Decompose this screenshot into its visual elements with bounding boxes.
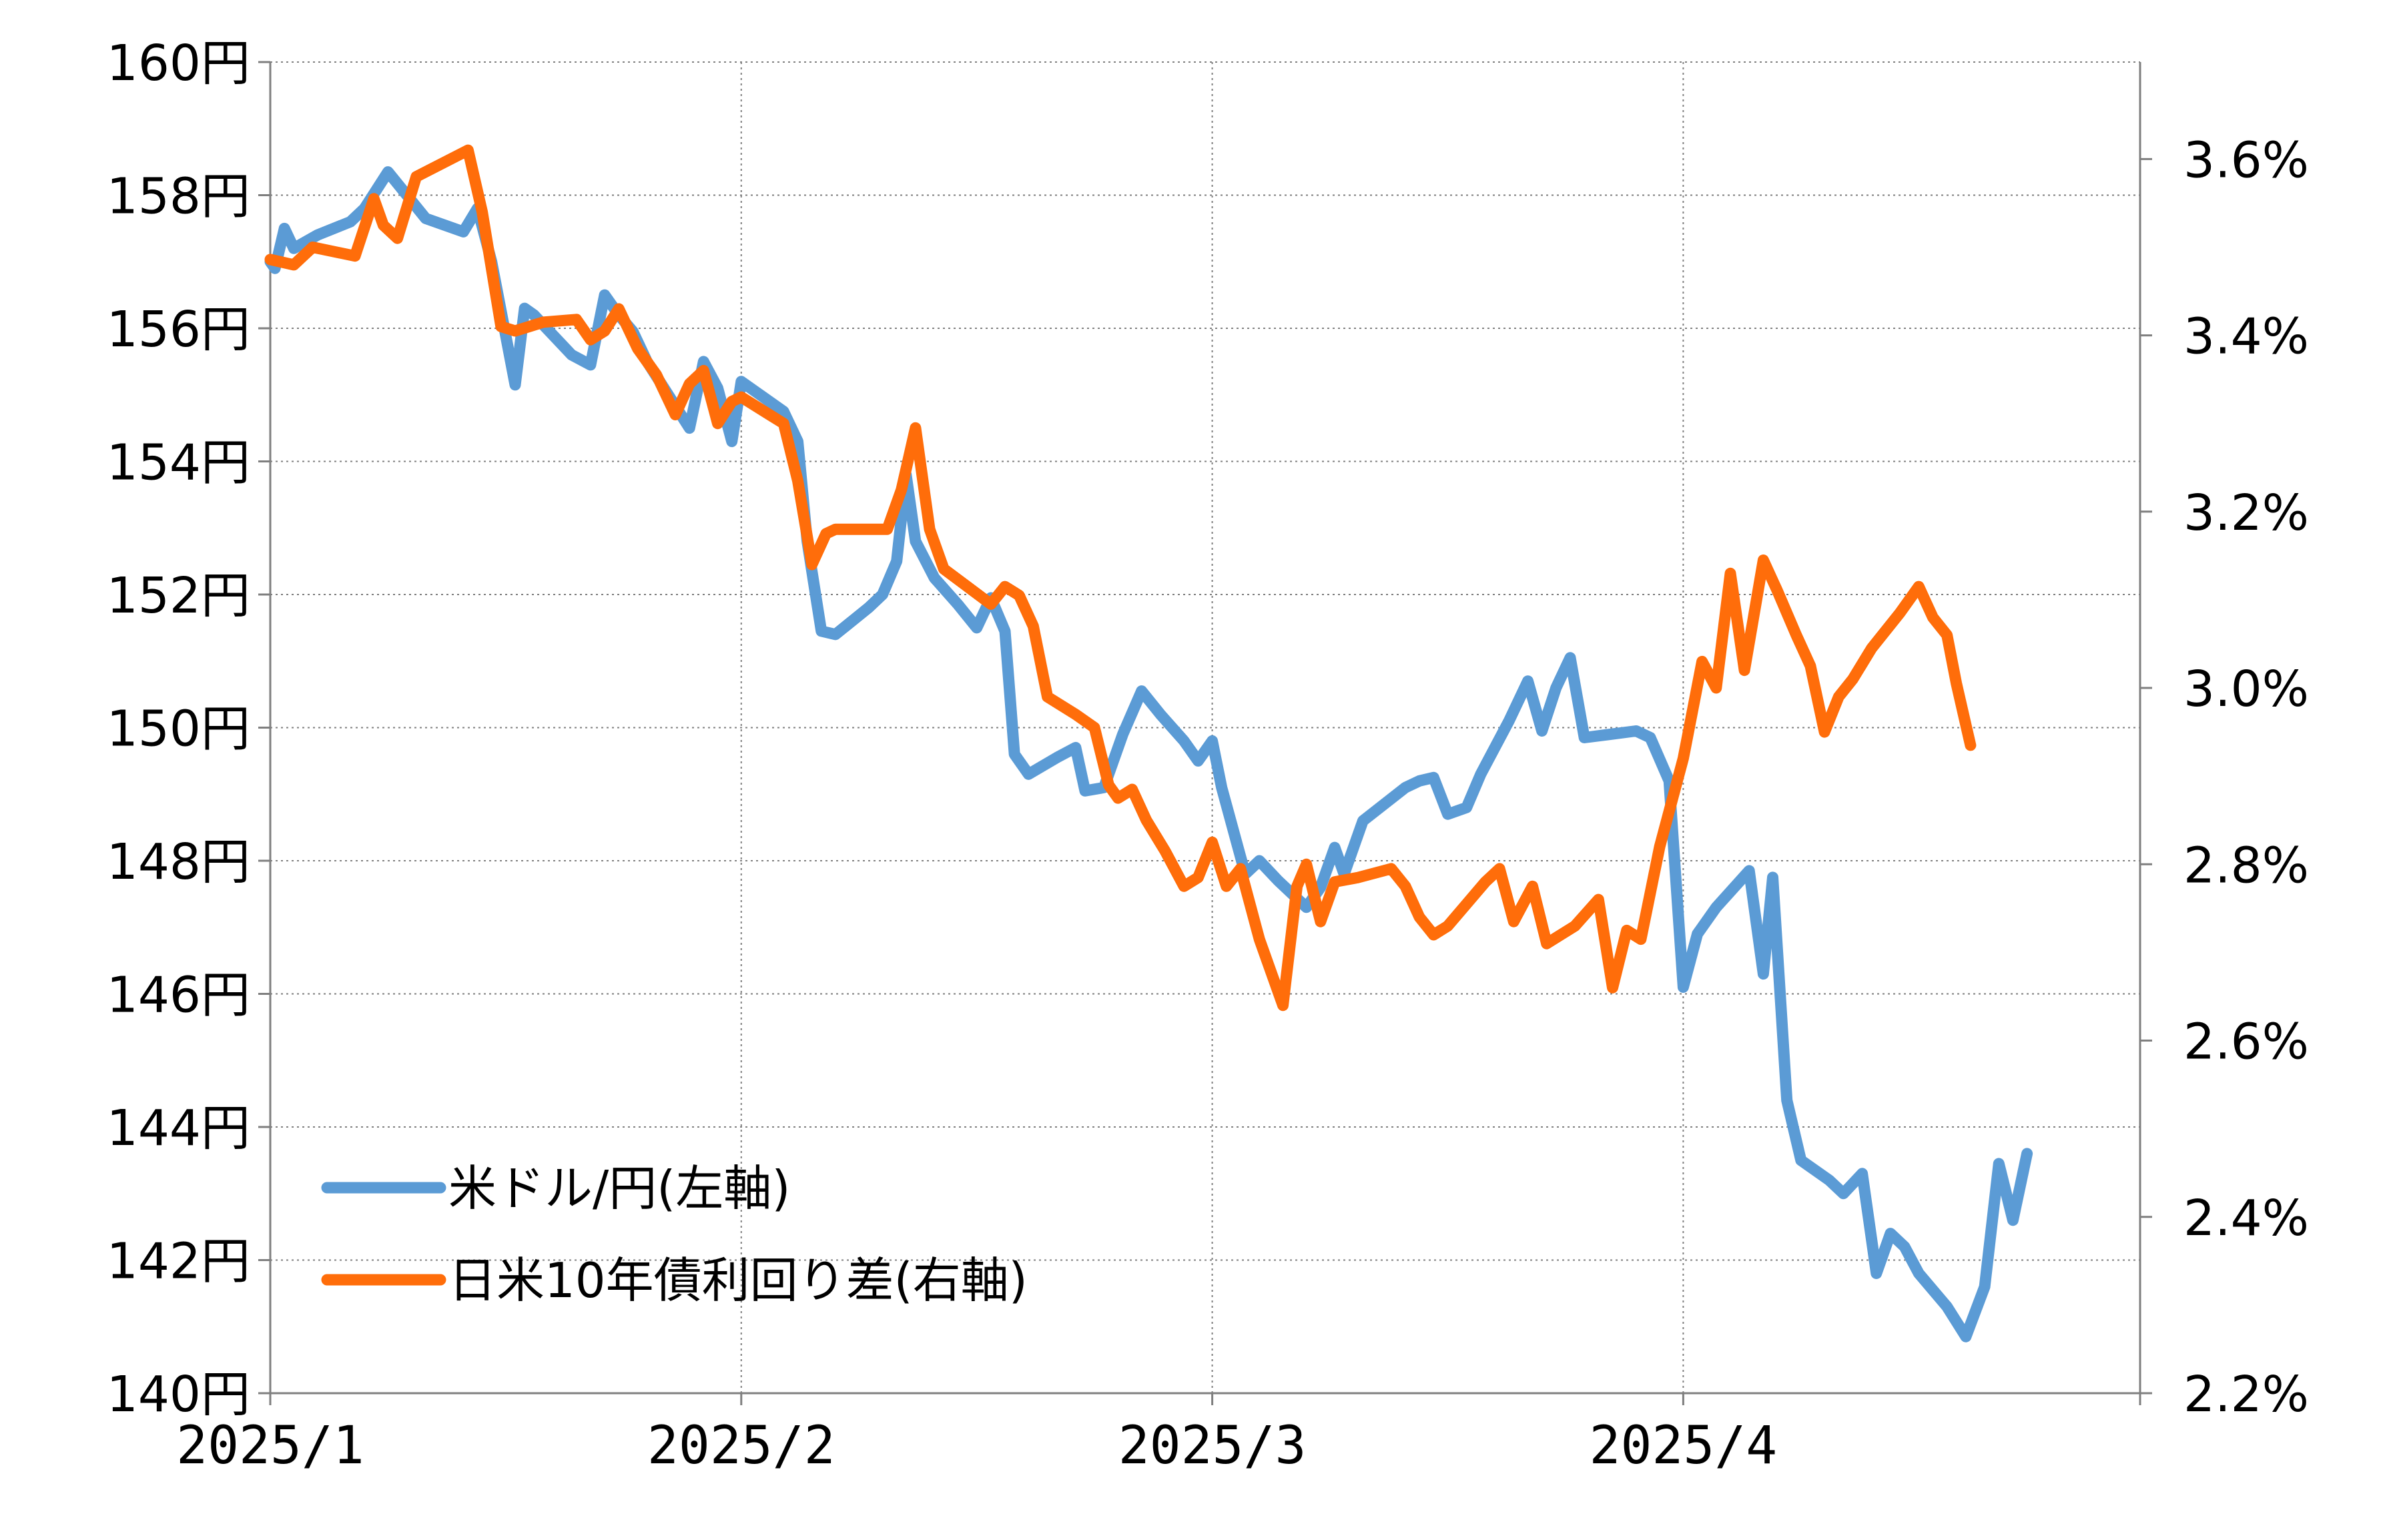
series-line-yield-spread — [264, 144, 1977, 1012]
right-axis-tick-label: 3.6% — [2183, 131, 2309, 189]
x-axis-tick-label: 2025/1 — [176, 1416, 364, 1476]
x-axis-tick-label: 2025/4 — [1589, 1416, 1777, 1476]
left-axis-tick-label: 160円 — [107, 35, 250, 92]
left-axis-tick-label: 140円 — [107, 1366, 250, 1423]
axes: 160円 158円 156円 154円 152円 150円 148円 146円 144円 142円… — [107, 35, 2309, 1476]
left-axis-tick-label: 152円 — [107, 567, 250, 625]
left-axis-tick-label: 154円 — [107, 434, 250, 492]
series-line-usdjpy — [264, 166, 2033, 1342]
legend-label: 米ドル/円(左軸) — [448, 1160, 790, 1216]
left-axis-tick-label: 142円 — [107, 1233, 250, 1290]
legend: 米ドル/円(左軸) 日米10年債利回り差(右軸) — [321, 1160, 1028, 1308]
right-axis-tick-label: 3.4% — [2183, 308, 2309, 366]
left-axis-tick-label: 156円 — [107, 301, 250, 358]
right-axis-tick-label: 2.6% — [2183, 1014, 2309, 1071]
right-axis-tick-label: 2.2% — [2183, 1366, 2309, 1423]
legend-label: 日米10年債利回り差(右軸) — [448, 1252, 1028, 1308]
left-axis-tick-label: 158円 — [107, 168, 250, 226]
left-axis-tick-label: 150円 — [107, 701, 250, 758]
right-axis-tick-label: 3.2% — [2183, 484, 2309, 542]
left-axis-tick-label: 146円 — [107, 967, 250, 1024]
right-axis-tick-label: 2.8% — [2183, 837, 2309, 894]
right-axis-tick-label: 3.0% — [2183, 661, 2309, 718]
x-axis-tick-label: 2025/2 — [647, 1416, 835, 1476]
left-axis-tick-label: 144円 — [107, 1100, 250, 1157]
x-axis-tick-label: 2025/3 — [1118, 1416, 1307, 1476]
series — [264, 144, 2033, 1342]
right-axis-tick-label: 2.4% — [2183, 1190, 2309, 1247]
left-axis-tick-label: 148円 — [107, 833, 250, 891]
